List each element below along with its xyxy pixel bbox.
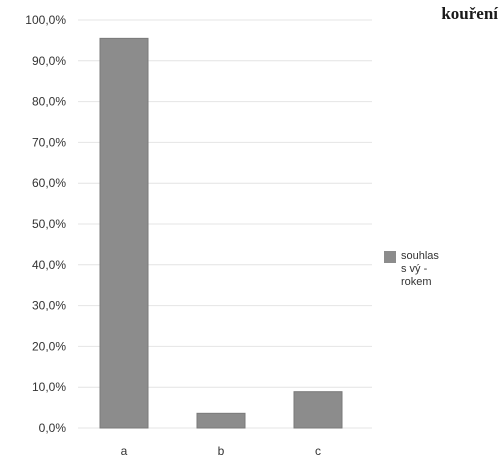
y-tick-label: 60,0% bbox=[32, 176, 66, 190]
y-tick-label: 30,0% bbox=[32, 299, 66, 313]
y-tick-label: 0,0% bbox=[39, 421, 67, 435]
y-tick-label: 20,0% bbox=[32, 339, 66, 353]
y-tick-label: 70,0% bbox=[32, 135, 66, 149]
y-tick-label: 100,0% bbox=[25, 13, 66, 27]
y-tick-label: 90,0% bbox=[32, 54, 66, 68]
x-tick-label: b bbox=[218, 444, 225, 458]
bars bbox=[99, 37, 343, 429]
x-tick-label: a bbox=[121, 444, 128, 458]
legend: souhlas s vý - rokem bbox=[384, 250, 442, 289]
y-tick-label: 80,0% bbox=[32, 95, 66, 109]
y-tick-label: 10,0% bbox=[32, 380, 66, 394]
x-tick-label: c bbox=[315, 444, 321, 458]
bar-a bbox=[99, 37, 149, 429]
legend-swatch bbox=[384, 251, 396, 263]
y-tick-label: 40,0% bbox=[32, 258, 66, 272]
y-axis-ticks: 0,0% 10,0% 20,0% 30,0% 40,0% 50,0% 60,0% 70,0% 8… bbox=[25, 13, 66, 435]
bar-b bbox=[196, 412, 246, 429]
chart-heading: kouření bbox=[441, 4, 498, 23]
y-tick-label: 50,0% bbox=[32, 217, 66, 231]
bar-c bbox=[293, 391, 343, 429]
legend-label: souhlas s vý - rokem bbox=[401, 250, 439, 288]
x-axis-ticks: a b c bbox=[121, 444, 321, 458]
